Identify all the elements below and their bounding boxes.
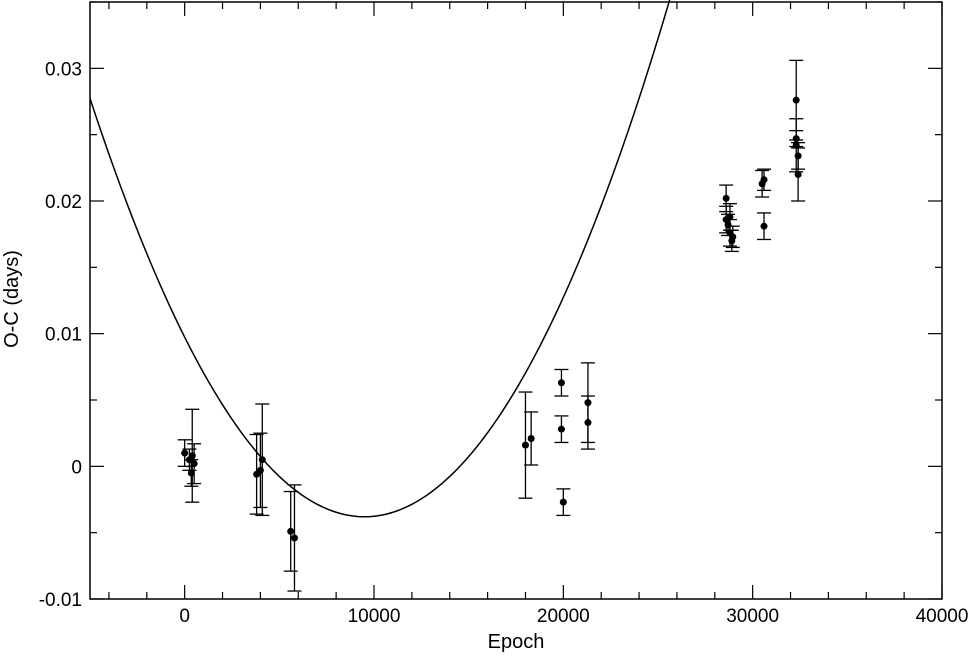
data-marker <box>794 170 802 178</box>
data-marker <box>760 222 768 230</box>
data-point <box>518 391 533 499</box>
data-point <box>283 490 298 572</box>
data-point <box>725 225 740 249</box>
data-marker <box>187 469 195 477</box>
y-tick-label: 0.03 <box>45 59 82 80</box>
y-tick-label: -0.01 <box>39 590 82 611</box>
data-marker <box>287 527 295 535</box>
x-tick-label: 40000 <box>916 606 969 627</box>
x-tick-label: 20000 <box>537 606 590 627</box>
fit-curve-layer <box>89 0 671 518</box>
data-point <box>184 459 199 487</box>
data-point <box>249 433 264 515</box>
data-marker <box>258 456 266 464</box>
data-marker <box>181 449 189 457</box>
data-marker <box>290 534 298 542</box>
data-point <box>554 368 569 397</box>
data-point <box>287 484 302 592</box>
data-point <box>185 408 200 503</box>
data-marker <box>792 96 800 104</box>
y-tick-label: 0.02 <box>45 192 82 213</box>
y-axis-title: O-C (days) <box>1 250 23 348</box>
x-tick-label: 10000 <box>348 606 401 627</box>
data-point <box>187 443 202 485</box>
data-marker <box>557 379 565 387</box>
y-tick-labels: -0.01 0 0.01 0.02 0.03 <box>39 59 82 611</box>
data-marker <box>760 176 768 184</box>
data-point <box>253 432 268 509</box>
data-point <box>789 118 804 173</box>
data-marker <box>729 233 737 241</box>
data-points-layer <box>177 59 806 592</box>
data-point <box>757 168 772 192</box>
data-point <box>757 212 772 241</box>
x-tick-label: 0 <box>179 606 190 627</box>
data-point <box>524 411 539 466</box>
data-point <box>791 147 806 202</box>
data-point <box>580 395 595 450</box>
data-point <box>556 488 571 517</box>
x-tick-labels: 0 10000 20000 30000 40000 <box>179 606 968 627</box>
data-marker <box>557 425 565 433</box>
x-axis-title: Epoch <box>488 631 545 653</box>
axis-ticks <box>90 1 943 600</box>
plot-frame <box>89 1 943 600</box>
data-marker <box>726 213 734 221</box>
data-marker <box>584 419 592 427</box>
data-point <box>255 403 270 517</box>
data-marker <box>521 441 529 449</box>
data-marker <box>527 434 535 442</box>
x-tick-label: 30000 <box>726 606 779 627</box>
data-point <box>755 169 770 198</box>
y-tick-label: 0.01 <box>45 325 82 346</box>
data-marker <box>190 460 198 468</box>
fit-curve <box>89 0 671 518</box>
data-marker <box>559 498 567 506</box>
data-point <box>554 415 569 444</box>
data-marker <box>722 194 730 202</box>
y-tick-label: 0 <box>71 457 82 478</box>
